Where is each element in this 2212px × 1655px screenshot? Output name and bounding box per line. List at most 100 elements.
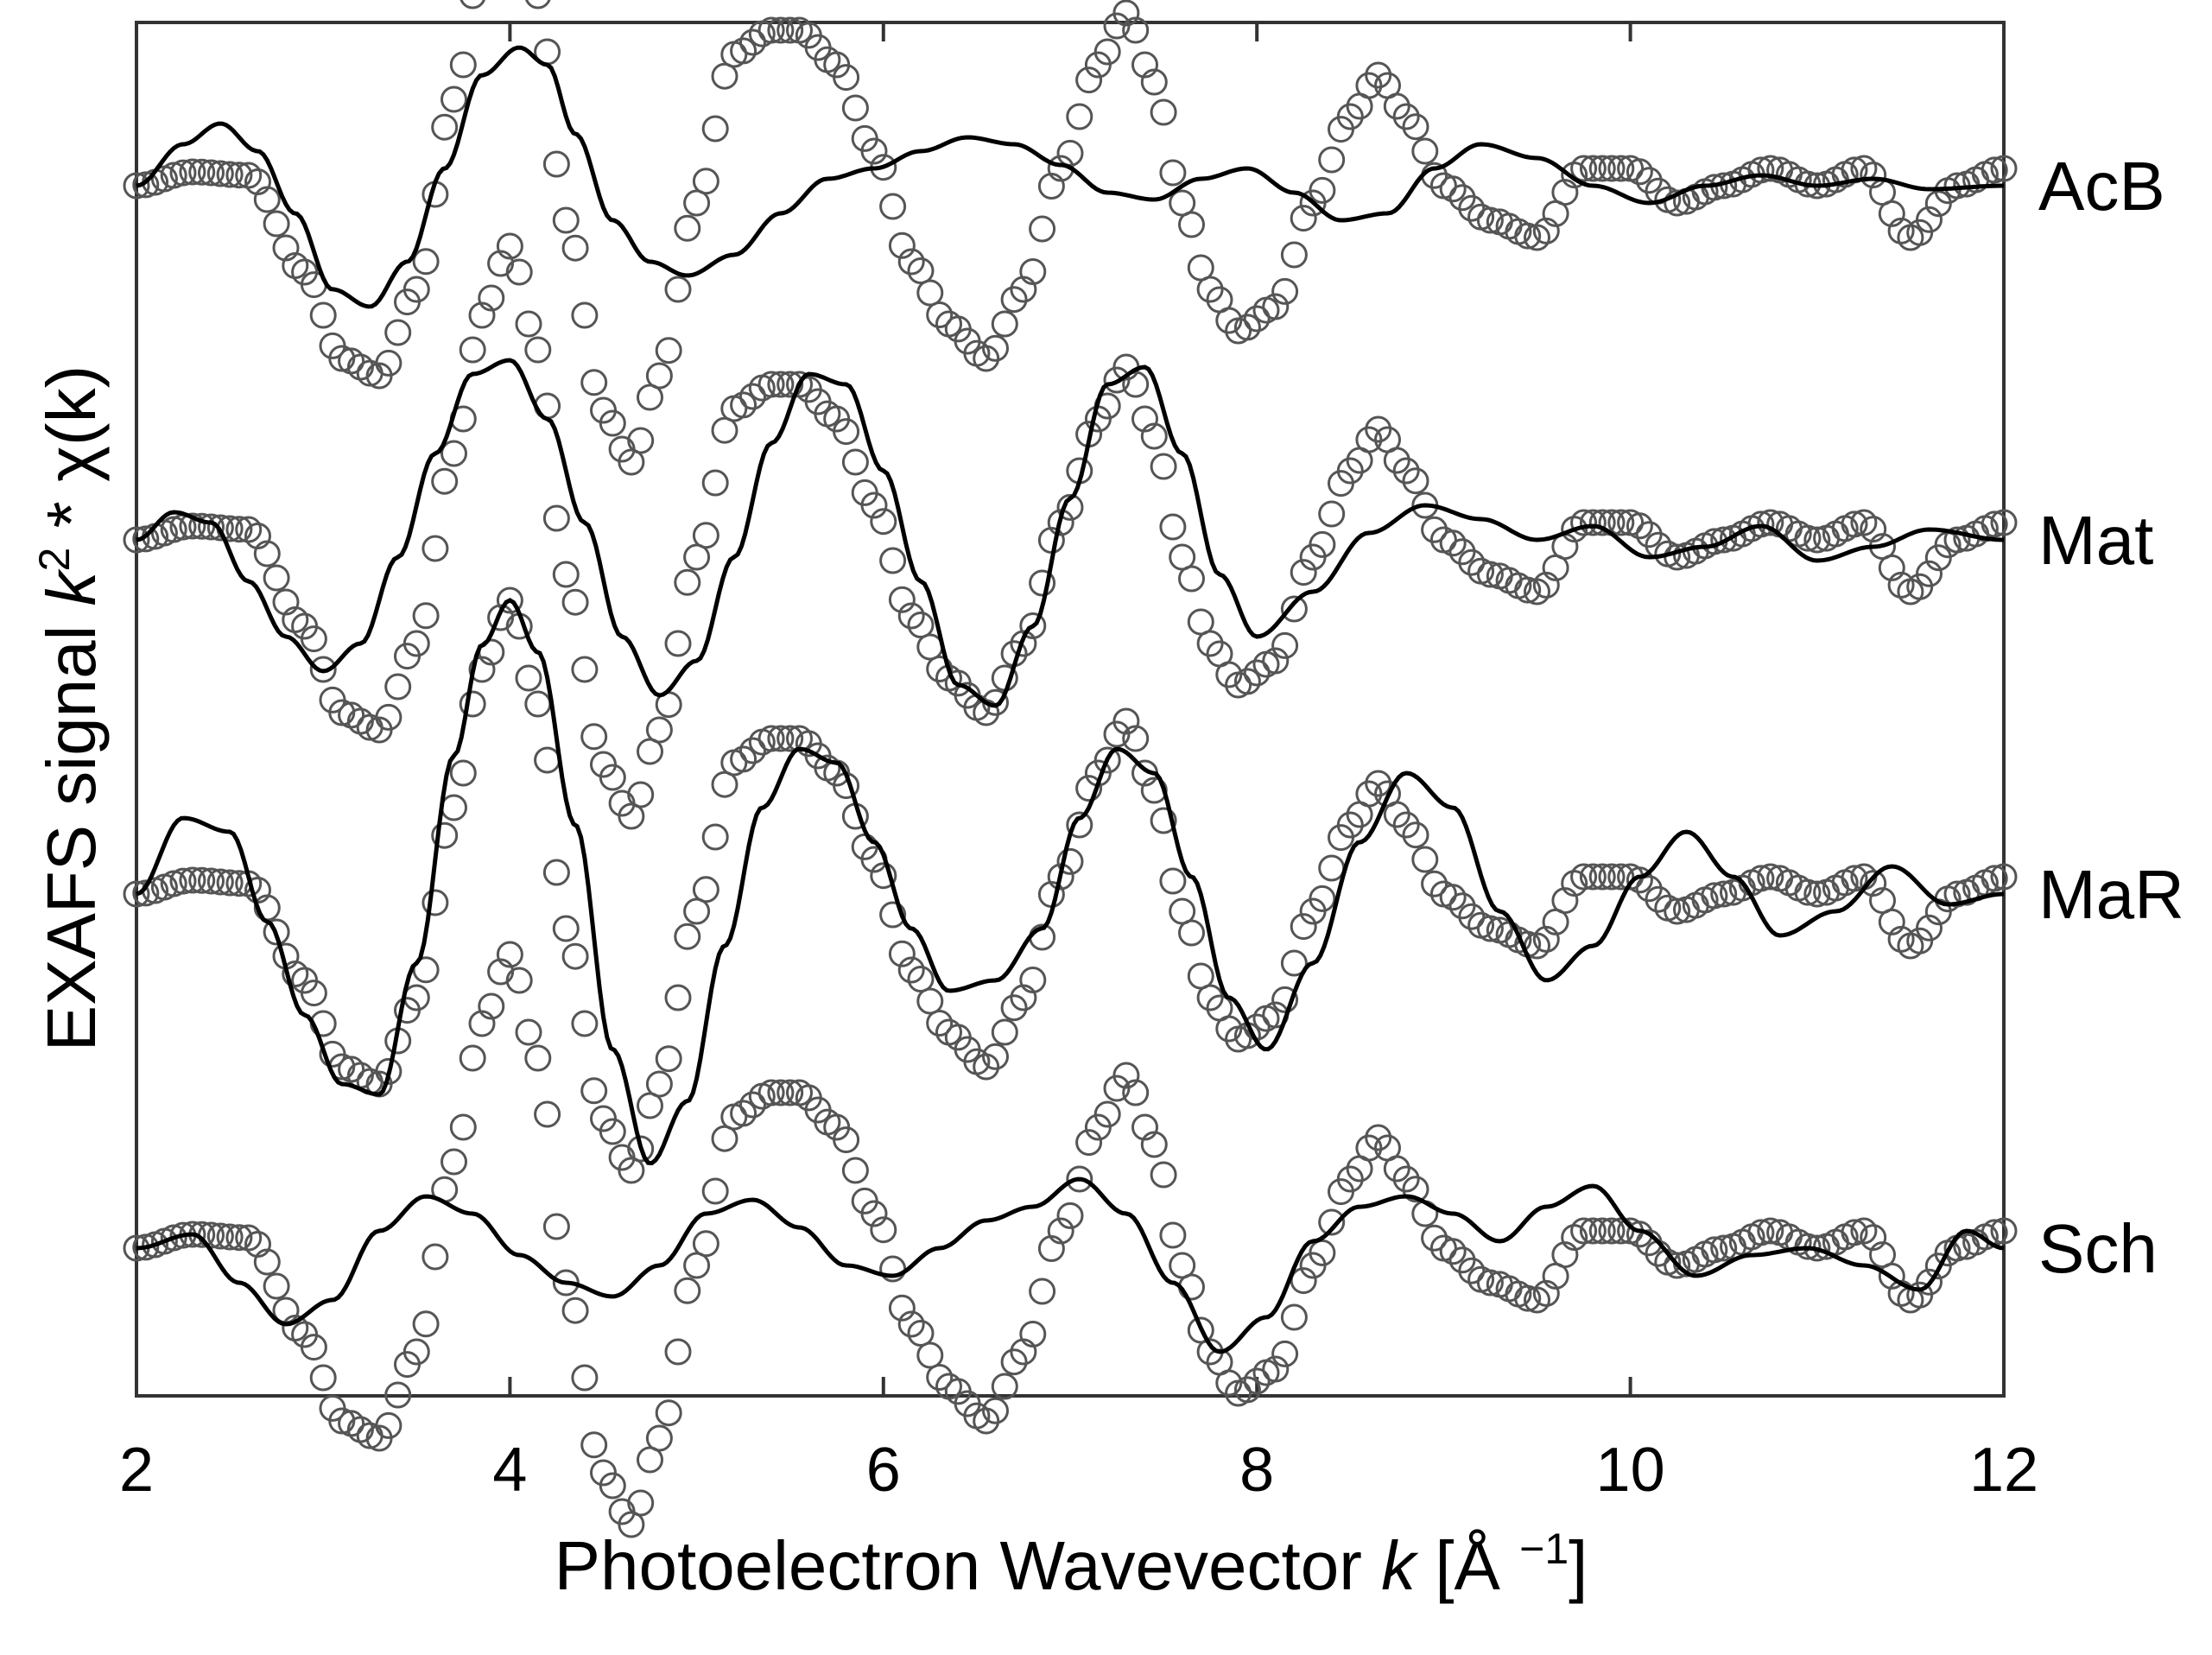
data-point xyxy=(1131,1113,1158,1141)
data-point xyxy=(739,383,766,410)
fit-line-mar xyxy=(136,598,2005,1166)
data-point xyxy=(870,1216,897,1244)
data-point xyxy=(1029,569,1056,597)
data-point xyxy=(627,1489,655,1517)
data-point xyxy=(1532,1279,1560,1307)
data-point xyxy=(1411,137,1439,165)
data-point xyxy=(263,210,290,238)
data-point xyxy=(309,1364,337,1392)
x-tick-label: 4 xyxy=(492,1436,527,1505)
data-point xyxy=(692,168,719,195)
data-point xyxy=(926,1364,954,1391)
data-point xyxy=(384,1381,412,1409)
data-point xyxy=(1280,949,1308,977)
data-point xyxy=(515,664,542,692)
data-point xyxy=(571,1010,599,1037)
data-point xyxy=(449,51,477,79)
data-point xyxy=(179,158,206,186)
data-point xyxy=(431,821,459,849)
data-point xyxy=(188,512,216,540)
series-label-acb: AcB xyxy=(2038,148,2165,225)
y-axis-title: EXAFS signal k2 * χ(k) xyxy=(30,365,110,1051)
data-point xyxy=(1075,67,1103,94)
data-point xyxy=(1365,770,1392,797)
data-point xyxy=(701,1177,729,1205)
data-point xyxy=(1943,880,1971,908)
data-point xyxy=(627,1135,655,1163)
data-point xyxy=(300,980,327,1007)
data-point xyxy=(599,409,626,437)
data-point xyxy=(1439,1238,1467,1265)
data-point xyxy=(253,540,281,568)
data-point xyxy=(402,630,430,657)
data-point xyxy=(580,369,608,396)
data-point xyxy=(1019,258,1047,285)
data-point xyxy=(263,1272,290,1300)
data-point xyxy=(1243,659,1271,687)
data-point xyxy=(1701,1236,1728,1264)
data-point xyxy=(1532,925,1560,953)
data-point xyxy=(534,1100,561,1128)
data-point xyxy=(1514,576,1542,604)
data-point xyxy=(1916,1268,1943,1296)
data-point xyxy=(1215,307,1243,334)
data-point xyxy=(1411,846,1439,873)
data-point xyxy=(1990,1217,2018,1245)
data-point xyxy=(1757,1217,1784,1245)
data-point xyxy=(1178,565,1205,593)
data-point xyxy=(459,336,486,364)
data-point xyxy=(916,1341,944,1369)
data-point xyxy=(767,371,795,398)
data-point xyxy=(1916,914,1943,942)
data-point xyxy=(711,1125,738,1152)
data-point xyxy=(1178,919,1205,947)
data-point xyxy=(1841,510,1868,538)
data-point xyxy=(1990,863,2018,891)
data-point xyxy=(1093,746,1121,774)
data-point xyxy=(1159,159,1187,187)
data-point xyxy=(664,984,692,1011)
data-point xyxy=(888,940,916,967)
data-point xyxy=(1607,155,1635,182)
data-point xyxy=(1570,1217,1598,1245)
data-point xyxy=(1019,967,1047,993)
data-point xyxy=(263,918,290,946)
data-point xyxy=(206,868,234,896)
data-point xyxy=(1336,103,1364,130)
data-point xyxy=(1140,68,1168,96)
data-point xyxy=(1476,206,1504,234)
data-point xyxy=(1476,561,1504,588)
data-point xyxy=(460,0,485,10)
data-point xyxy=(664,1338,692,1366)
data-point xyxy=(1355,780,1383,808)
data-point xyxy=(402,1338,430,1366)
data-point xyxy=(1000,286,1028,314)
data-point xyxy=(879,901,907,929)
data-point xyxy=(1159,1221,1187,1249)
data-point xyxy=(1150,453,1177,480)
data-point xyxy=(1747,510,1775,538)
data-point xyxy=(1551,1241,1579,1269)
data-point xyxy=(198,867,225,895)
data-point xyxy=(907,612,935,638)
data-point xyxy=(571,656,599,683)
data-point xyxy=(655,337,682,365)
data-point xyxy=(1280,595,1308,623)
data-point xyxy=(1841,865,1868,892)
fit-line-sch xyxy=(136,1176,2005,1354)
x-tick-label: 2 xyxy=(119,1436,154,1505)
data-point xyxy=(552,561,580,588)
data-point xyxy=(123,526,150,554)
data-point xyxy=(1392,811,1420,839)
data-point xyxy=(188,866,216,894)
data-point xyxy=(552,915,580,942)
data-point xyxy=(982,1043,1009,1070)
data-point xyxy=(907,966,935,992)
data-point xyxy=(478,992,505,1020)
data-point xyxy=(645,1070,673,1098)
data-point xyxy=(776,371,804,398)
data-point xyxy=(757,16,785,44)
data-point xyxy=(730,391,757,419)
data-point xyxy=(1196,630,1224,657)
